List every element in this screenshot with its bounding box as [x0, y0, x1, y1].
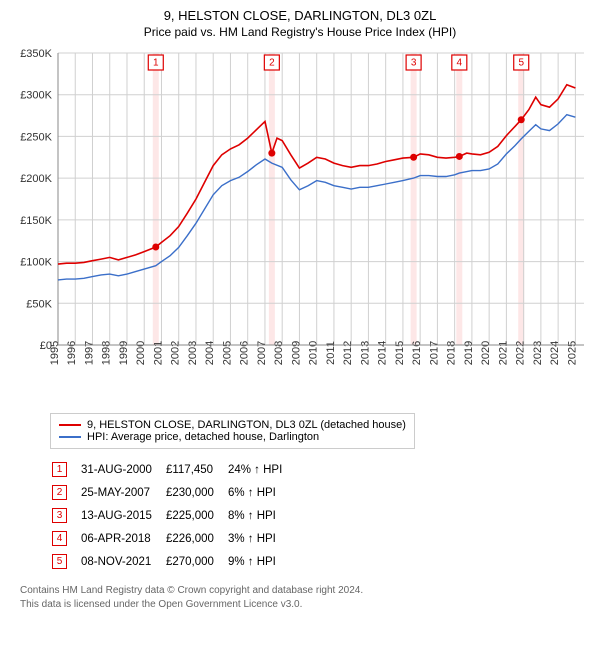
- sale-price: £270,000: [166, 551, 226, 572]
- svg-text:2: 2: [269, 58, 275, 69]
- svg-text:£200K: £200K: [20, 173, 52, 185]
- svg-text:1997: 1997: [83, 341, 95, 365]
- table-row: 1 31-AUG-2000£117,45024% ↑ HPI: [52, 459, 294, 480]
- svg-text:2010: 2010: [308, 341, 320, 365]
- legend-swatch: [59, 424, 81, 426]
- svg-text:5: 5: [518, 58, 524, 69]
- sale-hpi-delta: 8% ↑ HPI: [228, 505, 294, 526]
- svg-text:1995: 1995: [49, 341, 61, 365]
- svg-text:£350K: £350K: [20, 48, 52, 60]
- sale-price: £230,000: [166, 482, 226, 503]
- chart-area: £0£50K£100K£150K£200K£250K£300K£350K1995…: [10, 45, 590, 405]
- svg-text:2015: 2015: [394, 341, 406, 365]
- svg-text:1999: 1999: [118, 341, 130, 365]
- svg-text:2023: 2023: [532, 341, 544, 365]
- sale-date: 25-MAY-2007: [81, 482, 164, 503]
- chart-subtitle: Price paid vs. HM Land Registry's House …: [10, 25, 590, 39]
- price-chart-svg: £0£50K£100K£150K£200K£250K£300K£350K1995…: [10, 45, 590, 405]
- svg-text:2021: 2021: [497, 341, 509, 365]
- svg-text:2005: 2005: [221, 341, 233, 365]
- sale-price: £117,450: [166, 459, 226, 480]
- svg-text:1998: 1998: [101, 341, 113, 365]
- svg-text:2012: 2012: [342, 341, 354, 365]
- svg-text:2014: 2014: [377, 341, 389, 365]
- sale-marker-icon: 1: [52, 462, 67, 477]
- table-row: 4 06-APR-2018£226,0003% ↑ HPI: [52, 528, 294, 549]
- svg-text:2006: 2006: [239, 341, 251, 365]
- sale-date: 08-NOV-2021: [81, 551, 164, 572]
- svg-text:2024: 2024: [549, 341, 561, 365]
- sale-marker-icon: 5: [52, 554, 67, 569]
- svg-text:2003: 2003: [187, 341, 199, 365]
- svg-text:£250K: £250K: [20, 131, 52, 143]
- sale-hpi-delta: 9% ↑ HPI: [228, 551, 294, 572]
- svg-text:2013: 2013: [359, 341, 371, 365]
- sale-date: 13-AUG-2015: [81, 505, 164, 526]
- legend-row: HPI: Average price, detached house, Darl…: [59, 431, 406, 443]
- svg-text:£100K: £100K: [20, 257, 52, 269]
- sale-price: £225,000: [166, 505, 226, 526]
- svg-text:2009: 2009: [290, 341, 302, 365]
- svg-text:2017: 2017: [428, 341, 440, 365]
- legend-label: 9, HELSTON CLOSE, DARLINGTON, DL3 0ZL (d…: [87, 419, 406, 431]
- sale-date: 31-AUG-2000: [81, 459, 164, 480]
- legend-label: HPI: Average price, detached house, Darl…: [87, 431, 319, 443]
- footer-attribution: Contains HM Land Registry data © Crown c…: [20, 584, 590, 611]
- svg-text:2020: 2020: [480, 341, 492, 365]
- svg-text:2022: 2022: [515, 341, 527, 365]
- svg-text:2025: 2025: [566, 341, 578, 365]
- svg-text:2019: 2019: [463, 341, 475, 365]
- svg-text:2016: 2016: [411, 341, 423, 365]
- svg-text:2018: 2018: [446, 341, 458, 365]
- sale-hpi-delta: 3% ↑ HPI: [228, 528, 294, 549]
- footer-line-2: This data is licensed under the Open Gov…: [20, 598, 590, 612]
- sale-hpi-delta: 6% ↑ HPI: [228, 482, 294, 503]
- svg-text:1: 1: [153, 58, 159, 69]
- sales-table: 1 31-AUG-2000£117,45024% ↑ HPI 2 25-MAY-200…: [50, 457, 296, 574]
- sale-hpi-delta: 24% ↑ HPI: [228, 459, 294, 480]
- svg-text:3: 3: [411, 58, 417, 69]
- legend-swatch: [59, 436, 81, 438]
- svg-text:4: 4: [457, 58, 463, 69]
- svg-text:2002: 2002: [170, 341, 182, 365]
- svg-text:£150K: £150K: [20, 215, 52, 227]
- sale-marker-icon: 4: [52, 531, 67, 546]
- table-row: 5 08-NOV-2021£270,0009% ↑ HPI: [52, 551, 294, 572]
- sale-marker-icon: 2: [52, 485, 67, 500]
- sale-price: £226,000: [166, 528, 226, 549]
- table-row: 3 13-AUG-2015£225,0008% ↑ HPI: [52, 505, 294, 526]
- footer-line-1: Contains HM Land Registry data © Crown c…: [20, 584, 590, 598]
- svg-text:2004: 2004: [204, 341, 216, 365]
- svg-text:2000: 2000: [135, 341, 147, 365]
- legend-row: 9, HELSTON CLOSE, DARLINGTON, DL3 0ZL (d…: [59, 419, 406, 431]
- legend: 9, HELSTON CLOSE, DARLINGTON, DL3 0ZL (d…: [50, 413, 415, 449]
- svg-text:2001: 2001: [152, 341, 164, 365]
- svg-text:£50K: £50K: [26, 298, 52, 310]
- svg-text:2007: 2007: [256, 341, 268, 365]
- svg-text:2008: 2008: [273, 341, 285, 365]
- svg-text:£300K: £300K: [20, 90, 52, 102]
- table-row: 2 25-MAY-2007£230,0006% ↑ HPI: [52, 482, 294, 503]
- chart-title: 9, HELSTON CLOSE, DARLINGTON, DL3 0ZL: [10, 8, 590, 23]
- svg-text:1996: 1996: [66, 341, 78, 365]
- sale-marker-icon: 3: [52, 508, 67, 523]
- chart-container: 9, HELSTON CLOSE, DARLINGTON, DL3 0ZL Pr…: [0, 0, 600, 619]
- sale-date: 06-APR-2018: [81, 528, 164, 549]
